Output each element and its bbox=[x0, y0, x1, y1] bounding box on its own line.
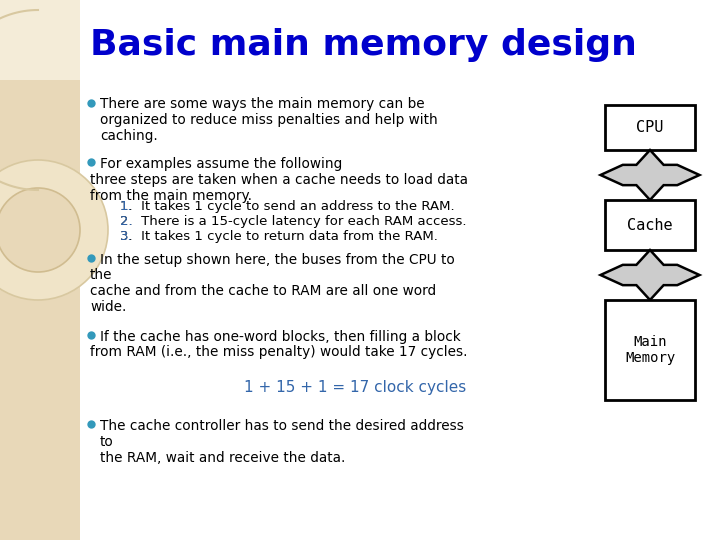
Bar bbox=[605, 300, 695, 400]
Bar bbox=[605, 200, 695, 250]
Text: 2.: 2. bbox=[120, 215, 132, 228]
Text: Basic main memory design: Basic main memory design bbox=[90, 28, 637, 62]
Text: 1.: 1. bbox=[120, 200, 132, 213]
Polygon shape bbox=[600, 150, 700, 200]
Circle shape bbox=[0, 160, 108, 300]
Text: If the cache has one-word blocks, then filling a block: If the cache has one-word blocks, then f… bbox=[100, 330, 461, 344]
Text: There are some ways the main memory can be
organized to reduce miss penalties an: There are some ways the main memory can … bbox=[100, 97, 438, 144]
Text: 2.  There is a 15-cycle latency for each RAM access.: 2. There is a 15-cycle latency for each … bbox=[120, 215, 467, 228]
Text: from RAM (i.e., the miss penalty) would take 17 cycles.: from RAM (i.e., the miss penalty) would … bbox=[90, 345, 467, 359]
Polygon shape bbox=[600, 250, 700, 300]
Bar bbox=[0, 0, 80, 80]
Text: 3.  It takes 1 cycle to return data from the RAM.: 3. It takes 1 cycle to return data from … bbox=[120, 230, 438, 243]
Text: Main
Memory: Main Memory bbox=[625, 335, 675, 365]
Text: Cache: Cache bbox=[627, 218, 672, 233]
Text: CPU: CPU bbox=[636, 120, 664, 135]
Text: 3.: 3. bbox=[120, 230, 132, 243]
Bar bbox=[605, 105, 695, 150]
Text: 1 + 15 + 1 = 17 clock cycles: 1 + 15 + 1 = 17 clock cycles bbox=[244, 380, 466, 395]
Text: the
cache and from the cache to RAM are all one word
wide.: the cache and from the cache to RAM are … bbox=[90, 268, 436, 314]
Text: The cache controller has to send the desired address
to
the RAM, wait and receiv: The cache controller has to send the des… bbox=[100, 419, 464, 465]
Text: For examples assume the following: For examples assume the following bbox=[100, 157, 342, 171]
Text: 1.  It takes 1 cycle to send an address to the RAM.: 1. It takes 1 cycle to send an address t… bbox=[120, 200, 454, 213]
Text: In the setup shown here, the buses from the CPU to: In the setup shown here, the buses from … bbox=[100, 253, 455, 267]
Circle shape bbox=[0, 188, 80, 272]
Text: three steps are taken when a cache needs to load data
from the main memory.: three steps are taken when a cache needs… bbox=[90, 173, 468, 203]
Bar bbox=[0, 0, 80, 540]
